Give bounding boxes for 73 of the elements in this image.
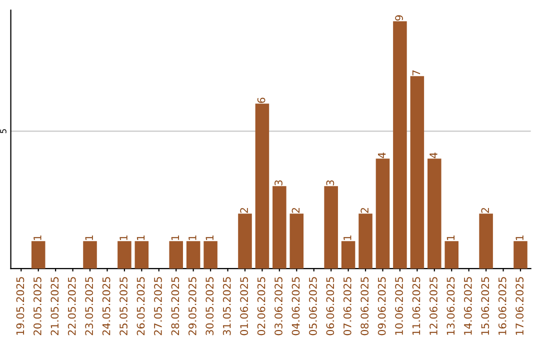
x-tick-label: 03.06.2025 bbox=[274, 277, 282, 336]
data-label: 1 bbox=[188, 235, 196, 240]
bar bbox=[376, 158, 390, 269]
x-tick-label: 22.05.2025 bbox=[68, 277, 76, 336]
x-tick-label: 19.05.2025 bbox=[16, 277, 24, 335]
data-label: 1 bbox=[85, 235, 93, 240]
x-tick-label: 24.05.2025 bbox=[102, 277, 110, 336]
x-tick-label: 01.06.2025 bbox=[240, 277, 248, 336]
x-tick-label: 30.05.2025 bbox=[206, 277, 214, 336]
data-label: 2 bbox=[481, 208, 489, 213]
x-tick-label: 25.05.2025 bbox=[120, 277, 128, 336]
x-tick-label: 10.06.2025 bbox=[395, 277, 403, 335]
x-tick-label: 12.06.2025 bbox=[430, 277, 438, 335]
bar bbox=[479, 214, 493, 269]
x-tick-label: 15.06.2025 bbox=[481, 277, 490, 335]
bar bbox=[341, 241, 356, 269]
data-label: 1 bbox=[344, 235, 352, 240]
x-tick-label: 08.06.2025 bbox=[360, 277, 369, 336]
x-tick-label: 02.06.2025 bbox=[257, 277, 266, 336]
x-tick-label: 28.05.2025 bbox=[171, 277, 180, 336]
bar bbox=[324, 186, 338, 269]
x-tick-label: 26.05.2025 bbox=[136, 277, 145, 336]
data-label: 1 bbox=[34, 235, 42, 240]
x-tick-label: 13.06.2025 bbox=[446, 277, 455, 335]
data-label: 2 bbox=[240, 208, 248, 213]
x-tick-label: 31.05.2025 bbox=[222, 277, 231, 336]
data-label: 3 bbox=[326, 180, 334, 186]
data-label: 1 bbox=[206, 235, 214, 240]
data-label: 2 bbox=[292, 208, 300, 213]
y-tick-label: 5 bbox=[0, 129, 6, 134]
data-label: 9 bbox=[395, 15, 403, 21]
data-label: 1 bbox=[516, 235, 524, 240]
bar bbox=[428, 158, 442, 269]
data-label: 1 bbox=[446, 235, 454, 240]
bar bbox=[169, 241, 183, 269]
x-tick-label: 14.06.2025 bbox=[464, 277, 472, 335]
data-label: 1 bbox=[171, 235, 179, 240]
data-label: 3 bbox=[274, 180, 282, 186]
data-label: 1 bbox=[136, 235, 145, 240]
bar bbox=[255, 104, 270, 269]
bar bbox=[393, 21, 407, 269]
x-tick-label: 07.06.2025 bbox=[343, 277, 352, 336]
bar bbox=[444, 241, 458, 269]
bar bbox=[514, 241, 528, 269]
bar bbox=[204, 241, 218, 269]
x-tick-label: 11.06.2025 bbox=[412, 277, 420, 335]
x-tick-label: 27.05.2025 bbox=[154, 277, 162, 336]
bar bbox=[238, 214, 252, 269]
x-tick-label: 20.05.2025 bbox=[33, 277, 42, 336]
bar bbox=[118, 241, 132, 269]
x-tick-label: 21.05.2025 bbox=[50, 277, 59, 336]
data-label: 7 bbox=[412, 70, 420, 76]
data-label: 4 bbox=[378, 152, 386, 158]
bar bbox=[31, 241, 46, 269]
data-label: 2 bbox=[360, 208, 368, 213]
x-tick-label: 29.05.2025 bbox=[188, 277, 196, 336]
x-tick-label: 23.05.2025 bbox=[85, 277, 94, 336]
data-label: 6 bbox=[257, 98, 266, 103]
data-label: 1 bbox=[120, 235, 128, 240]
bar bbox=[83, 241, 97, 269]
x-tick-label: 04.06.2025 bbox=[292, 277, 300, 336]
bar bbox=[186, 241, 200, 269]
x-tick-label: 09.06.2025 bbox=[378, 277, 386, 336]
bar bbox=[410, 76, 424, 269]
bar bbox=[290, 214, 304, 269]
x-tick-label: 06.06.2025 bbox=[326, 277, 334, 336]
x-tick-label: 05.06.2025 bbox=[309, 277, 317, 336]
x-tick-label: 16.06.2025 bbox=[498, 277, 506, 335]
bar bbox=[272, 186, 286, 269]
data-label: 4 bbox=[430, 152, 438, 158]
x-tick-label: 17.06.2025 bbox=[516, 277, 524, 335]
bar bbox=[358, 214, 372, 269]
bar bbox=[134, 241, 149, 269]
